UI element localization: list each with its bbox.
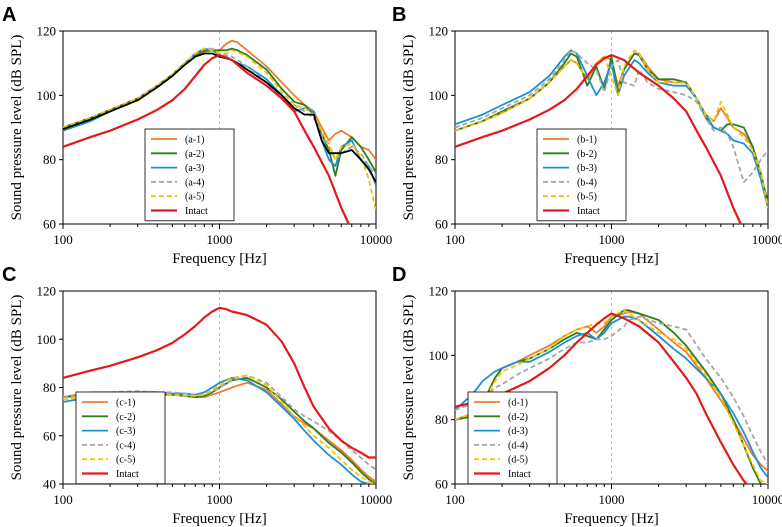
legend-label: (b-2) xyxy=(577,149,597,160)
x-tick-label: 1000 xyxy=(207,232,233,247)
legend-label: (a-2) xyxy=(185,149,204,160)
series-line-d-4 xyxy=(455,315,768,466)
legend-label: (b-3) xyxy=(577,163,597,174)
legend: (b-1) (b-2) (b-3) (b-4) (b-5) Intact xyxy=(536,128,627,222)
y-tick-label: 120 xyxy=(429,24,449,39)
x-tick-label: 100 xyxy=(53,232,73,247)
series-group xyxy=(455,49,768,224)
series-line-intact xyxy=(63,306,376,459)
x-axis-label: Frequency [Hz] xyxy=(564,251,659,267)
series-group xyxy=(455,309,768,484)
x-tick-label: 100 xyxy=(445,492,465,507)
series-line-intact xyxy=(63,53,351,224)
y-axis-label: Sound pressure level (dB SPL) xyxy=(9,295,25,481)
legend-label: (c-2) xyxy=(116,412,135,423)
y-tick-label: 100 xyxy=(429,348,449,363)
legend-label: (c-4) xyxy=(116,440,135,451)
legend-label: (c-3) xyxy=(116,426,135,437)
x-tick-label: 1000 xyxy=(599,492,625,507)
legend-label: Intact xyxy=(577,206,600,217)
series-line-intact xyxy=(455,312,749,484)
legend: (a-1) (a-2) (a-3) (a-4) (a-5) Intact xyxy=(144,128,235,222)
x-tick-label: 10000 xyxy=(360,492,393,507)
legend-label: (a-4) xyxy=(185,177,204,188)
legend-label: (b-5) xyxy=(577,192,597,203)
panel-a: A 60 80 100 120 100 1000 10000 Frequency [Hz] Sou… xyxy=(2,4,392,267)
legend: (d-1) (d-2) (d-3) (d-4) (d-5) Intact xyxy=(467,391,558,485)
legend-label: (c-5) xyxy=(116,455,135,466)
legend-box xyxy=(467,391,558,485)
legend-label: Intact xyxy=(185,206,208,217)
y-tick-label: 100 xyxy=(37,332,57,347)
x-axis-label: Frequency [Hz] xyxy=(172,511,267,527)
panel-letter: A xyxy=(2,4,16,26)
legend-label: (d-3) xyxy=(508,426,528,437)
series-line-b-3 xyxy=(455,49,768,209)
x-tick-label: 100 xyxy=(53,492,73,507)
series-line-intact xyxy=(455,53,743,224)
panel-b: B 60 80 100 120 100 1000 10000 Frequency [Hz] Sou… xyxy=(392,4,782,267)
legend-box xyxy=(75,391,166,485)
panel-letter: D xyxy=(392,264,406,286)
y-tick-label: 100 xyxy=(429,88,449,103)
y-tick-label: 60 xyxy=(435,477,448,492)
y-tick-label: 120 xyxy=(37,24,57,39)
y-tick-label: 60 xyxy=(43,217,56,232)
legend-label: (d-1) xyxy=(508,398,528,409)
legend-label: (a-1) xyxy=(185,135,204,146)
legend-label: (b-1) xyxy=(577,135,597,146)
x-tick-label: 100 xyxy=(445,232,465,247)
y-axis-label: Sound pressure level (dB SPL) xyxy=(9,35,25,221)
legend-label: (d-4) xyxy=(508,440,528,451)
series-line-d-5 xyxy=(455,309,768,484)
legend-box xyxy=(144,128,235,222)
panel-letter: C xyxy=(2,264,16,286)
x-tick-label: 10000 xyxy=(752,232,782,247)
panel-letter: B xyxy=(392,4,406,26)
y-tick-label: 60 xyxy=(43,428,56,443)
y-tick-label: 120 xyxy=(37,284,57,299)
x-tick-label: 10000 xyxy=(360,232,393,247)
x-axis-label: Frequency [Hz] xyxy=(564,511,659,527)
legend-label: (c-1) xyxy=(116,398,135,409)
y-tick-label: 80 xyxy=(43,152,56,167)
series-group xyxy=(63,39,376,224)
legend-label: Intact xyxy=(116,469,139,480)
x-tick-label: 10000 xyxy=(752,492,782,507)
series-line-d-3 xyxy=(455,315,768,479)
panel-c: C 40 60 80 100 120 100 1000 10000 Frequency [Hz] S… xyxy=(2,264,392,527)
legend-box xyxy=(536,128,627,222)
legend-label: (b-4) xyxy=(577,177,597,188)
y-axis-label: Sound pressure level (dB SPL) xyxy=(401,295,417,481)
x-tick-label: 1000 xyxy=(207,492,233,507)
x-tick-label: 1000 xyxy=(599,232,625,247)
y-tick-label: 80 xyxy=(435,412,448,427)
legend-label: (d-2) xyxy=(508,412,528,423)
series-line-b-5 xyxy=(455,49,768,209)
y-tick-label: 80 xyxy=(43,380,56,395)
y-tick-label: 100 xyxy=(37,88,57,103)
y-tick-label: 80 xyxy=(435,152,448,167)
legend-label: (a-5) xyxy=(185,192,204,203)
y-tick-label: 40 xyxy=(43,477,56,492)
series-line-a-k xyxy=(63,52,376,183)
series-line-b-2 xyxy=(455,52,768,202)
y-tick-label: 120 xyxy=(429,284,449,299)
x-axis-label: Frequency [Hz] xyxy=(172,251,267,267)
panel-d: D 60 80 100 120 100 1000 10000 Frequency [Hz] Sou… xyxy=(392,264,782,527)
legend-label: (a-3) xyxy=(185,163,204,174)
legend-label: (d-5) xyxy=(508,455,528,466)
y-axis-label: Sound pressure level (dB SPL) xyxy=(401,35,417,221)
y-tick-label: 60 xyxy=(435,217,448,232)
legend: (c-1) (c-2) (c-3) (c-4) (c-5) Intact xyxy=(75,391,166,485)
legend-label: Intact xyxy=(508,469,531,480)
